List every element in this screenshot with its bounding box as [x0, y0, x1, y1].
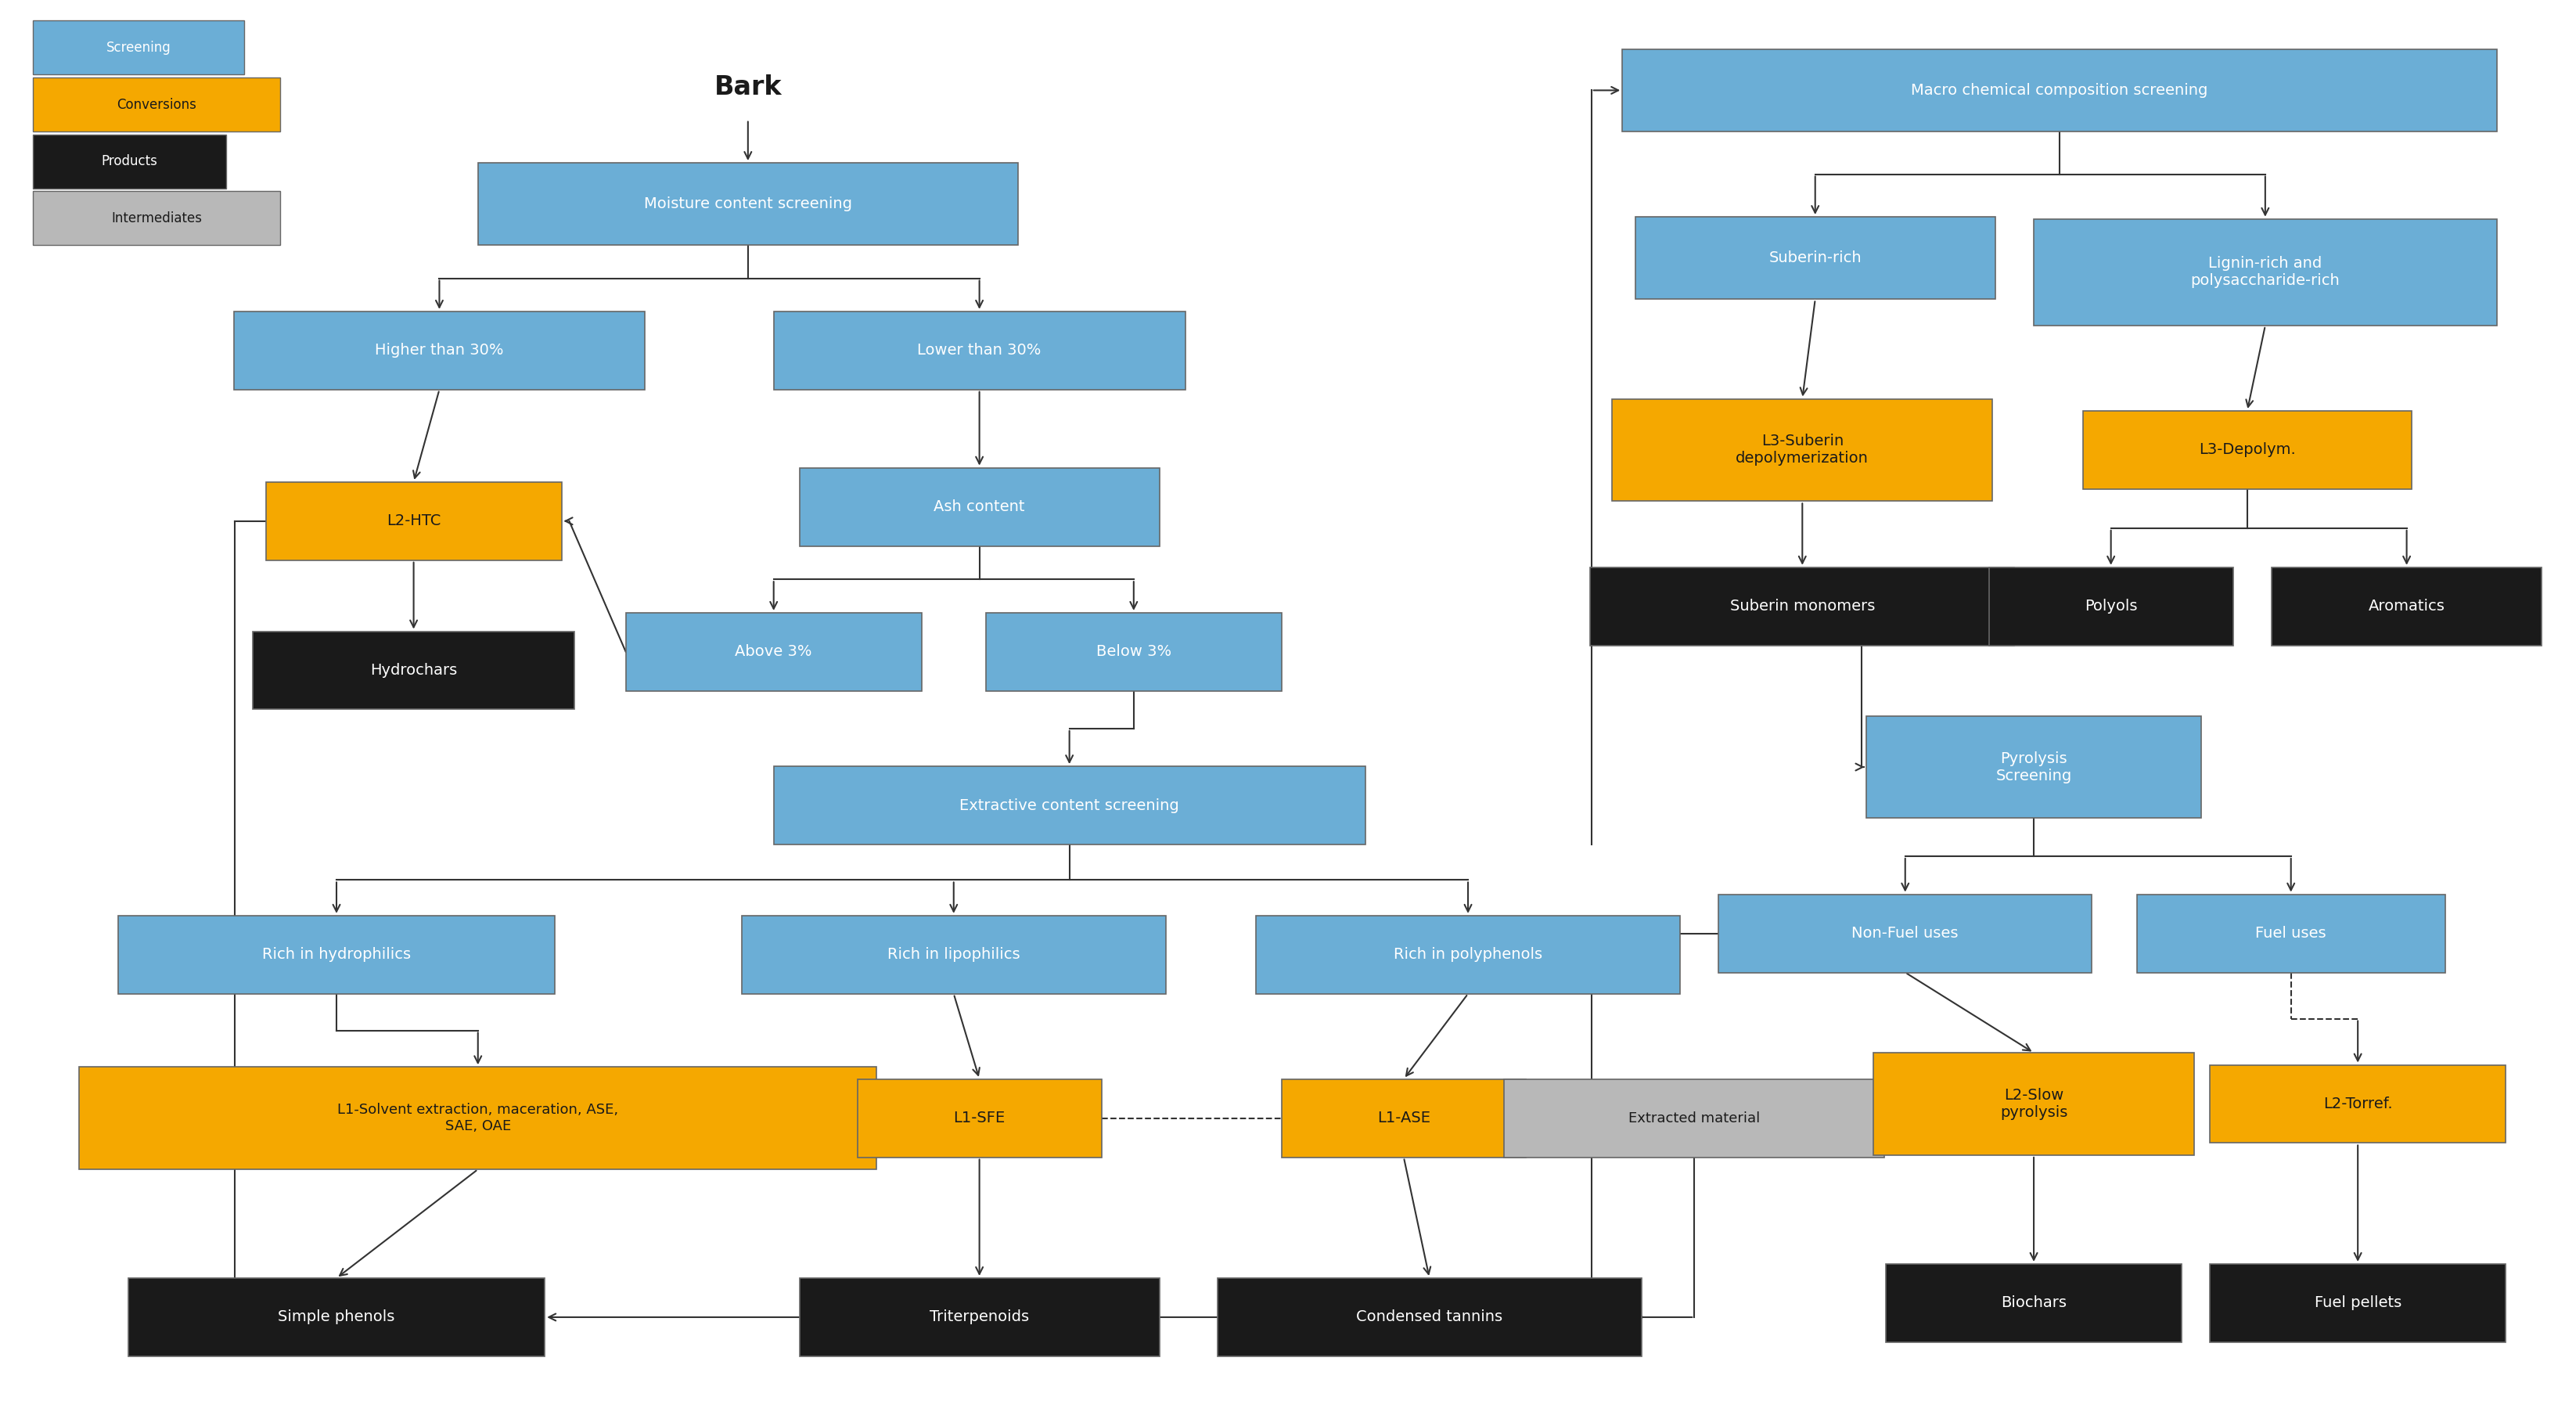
Text: Biochars: Biochars — [2002, 1296, 2066, 1310]
Text: Bark: Bark — [714, 74, 781, 100]
Text: Rich in polyphenols: Rich in polyphenols — [1394, 947, 1543, 963]
FancyBboxPatch shape — [234, 311, 644, 389]
FancyBboxPatch shape — [80, 1067, 876, 1169]
FancyBboxPatch shape — [2210, 1065, 2506, 1144]
FancyBboxPatch shape — [1257, 915, 1680, 994]
Text: Rich in lipophilics: Rich in lipophilics — [886, 947, 1020, 963]
FancyBboxPatch shape — [799, 468, 1159, 546]
Text: Macro chemical composition screening: Macro chemical composition screening — [1911, 83, 2208, 98]
FancyBboxPatch shape — [742, 915, 1167, 994]
FancyBboxPatch shape — [1613, 399, 1994, 501]
FancyBboxPatch shape — [252, 632, 574, 710]
FancyBboxPatch shape — [118, 915, 554, 994]
Text: Condensed tannins: Condensed tannins — [1355, 1309, 1502, 1325]
Text: Extracted material: Extracted material — [1628, 1111, 1759, 1125]
Text: L2-Slow
pyrolysis: L2-Slow pyrolysis — [1999, 1088, 2069, 1119]
Text: Lignin-rich and
polysaccharide-rich: Lignin-rich and polysaccharide-rich — [2190, 257, 2339, 288]
FancyBboxPatch shape — [1868, 716, 2200, 819]
FancyBboxPatch shape — [2035, 220, 2496, 325]
FancyBboxPatch shape — [858, 1079, 1103, 1158]
FancyBboxPatch shape — [2081, 411, 2411, 489]
Text: Suberin monomers: Suberin monomers — [1731, 599, 1875, 613]
Text: Extractive content screening: Extractive content screening — [961, 799, 1180, 813]
Text: Fuel pellets: Fuel pellets — [2313, 1296, 2401, 1310]
FancyBboxPatch shape — [1718, 894, 2092, 973]
FancyBboxPatch shape — [626, 613, 922, 692]
FancyBboxPatch shape — [129, 1278, 544, 1356]
FancyBboxPatch shape — [265, 482, 562, 560]
FancyBboxPatch shape — [33, 191, 281, 245]
Text: Non-Fuel uses: Non-Fuel uses — [1852, 925, 1958, 941]
FancyBboxPatch shape — [2272, 568, 2543, 646]
FancyBboxPatch shape — [773, 311, 1185, 389]
Text: Rich in hydrophilics: Rich in hydrophilics — [263, 947, 412, 963]
FancyBboxPatch shape — [33, 20, 245, 74]
FancyBboxPatch shape — [1504, 1079, 1886, 1158]
Text: Screening: Screening — [106, 40, 170, 54]
Text: L3-Depolym.: L3-Depolym. — [2200, 442, 2295, 458]
Text: Lower than 30%: Lower than 30% — [917, 344, 1041, 358]
Text: Below 3%: Below 3% — [1097, 645, 1172, 659]
FancyBboxPatch shape — [1589, 568, 2014, 646]
Text: L1-ASE: L1-ASE — [1378, 1111, 1430, 1125]
Text: Above 3%: Above 3% — [734, 645, 811, 659]
FancyBboxPatch shape — [33, 77, 281, 131]
Text: Aromatics: Aromatics — [2367, 599, 2445, 613]
FancyBboxPatch shape — [2136, 894, 2445, 973]
FancyBboxPatch shape — [987, 613, 1283, 692]
Text: Intermediates: Intermediates — [111, 211, 201, 225]
Text: Triterpenoids: Triterpenoids — [930, 1309, 1030, 1325]
Text: Polyols: Polyols — [2084, 599, 2138, 613]
FancyBboxPatch shape — [479, 163, 1018, 245]
Text: L2-HTC: L2-HTC — [386, 513, 440, 529]
Text: Higher than 30%: Higher than 30% — [376, 344, 505, 358]
Text: L2-Torref.: L2-Torref. — [2324, 1097, 2393, 1111]
Text: L1-SFE: L1-SFE — [953, 1111, 1005, 1125]
Text: Fuel uses: Fuel uses — [2257, 925, 2326, 941]
FancyBboxPatch shape — [1283, 1079, 1525, 1158]
FancyBboxPatch shape — [1989, 568, 2233, 646]
Text: Hydrochars: Hydrochars — [371, 663, 456, 677]
FancyBboxPatch shape — [799, 1278, 1159, 1356]
FancyBboxPatch shape — [1873, 1052, 2195, 1155]
Text: Pyrolysis
Screening: Pyrolysis Screening — [1996, 752, 2071, 783]
FancyBboxPatch shape — [33, 134, 227, 188]
Text: Suberin-rich: Suberin-rich — [1770, 251, 1862, 265]
Text: L3-Suberin
depolymerization: L3-Suberin depolymerization — [1736, 434, 1868, 466]
Text: Products: Products — [100, 154, 157, 168]
Text: Conversions: Conversions — [116, 97, 196, 111]
FancyBboxPatch shape — [2210, 1263, 2506, 1342]
FancyBboxPatch shape — [1623, 48, 2496, 131]
FancyBboxPatch shape — [1636, 217, 1996, 299]
Text: L1-Solvent extraction, maceration, ASE,
SAE, OAE: L1-Solvent extraction, maceration, ASE, … — [337, 1102, 618, 1134]
FancyBboxPatch shape — [773, 766, 1365, 844]
Text: Ash content: Ash content — [935, 499, 1025, 515]
Text: Moisture content screening: Moisture content screening — [644, 197, 853, 211]
Text: Simple phenols: Simple phenols — [278, 1309, 394, 1325]
FancyBboxPatch shape — [1218, 1278, 1641, 1356]
FancyBboxPatch shape — [1886, 1263, 2182, 1342]
